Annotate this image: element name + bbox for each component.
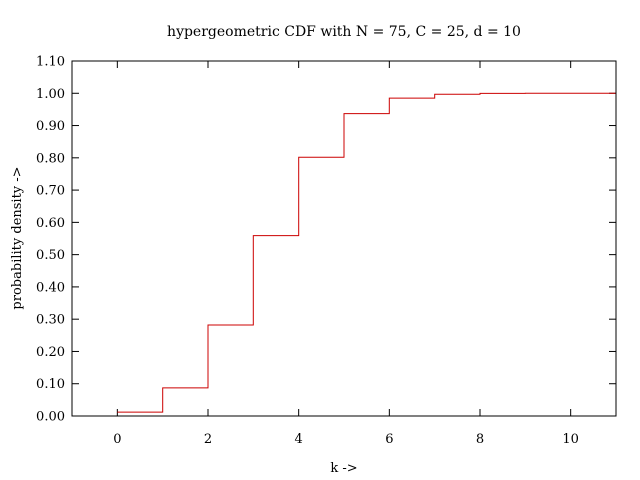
x-tick-label: 8 (476, 432, 484, 447)
series-group (117, 92, 616, 413)
y-tick-label: 0.80 (36, 151, 65, 166)
x-tick-label: 6 (385, 432, 393, 447)
x-tick-label: 0 (113, 432, 121, 447)
chart-title: hypergeometric CDF with N = 75, C = 25, … (167, 24, 521, 40)
y-tick-label: 0.50 (36, 248, 65, 263)
y-tick-label: 0.20 (36, 345, 65, 360)
y-tick-label: 0.70 (36, 184, 65, 199)
y-tick-label: 0.00 (36, 410, 65, 425)
y-tick-label: 0.60 (36, 216, 65, 231)
x-tick-label: 4 (295, 432, 303, 447)
y-tick-label: 0.90 (36, 119, 65, 134)
y-tick-label: 0.10 (36, 377, 65, 392)
y-tick-label: 1.00 (36, 87, 65, 102)
x-axis-label: k -> (330, 461, 357, 476)
plot-frame (71, 60, 617, 417)
y-tick-label: 0.40 (36, 280, 65, 295)
y-tick-label: 1.10 (36, 55, 65, 70)
cdf-step-line (117, 92, 616, 413)
y-axis-label: probability density -> (10, 166, 25, 309)
y-tick-label: 0.30 (36, 313, 65, 328)
x-tick-labels: 0 2 4 6 8 10 (113, 432, 579, 447)
x-tick-label: 2 (204, 432, 212, 447)
x-tick-label: 10 (562, 432, 579, 447)
y-tick-labels: 0.00 0.10 0.20 0.30 0.40 0.50 0.60 0.70 0.80 0.90… (36, 55, 65, 425)
